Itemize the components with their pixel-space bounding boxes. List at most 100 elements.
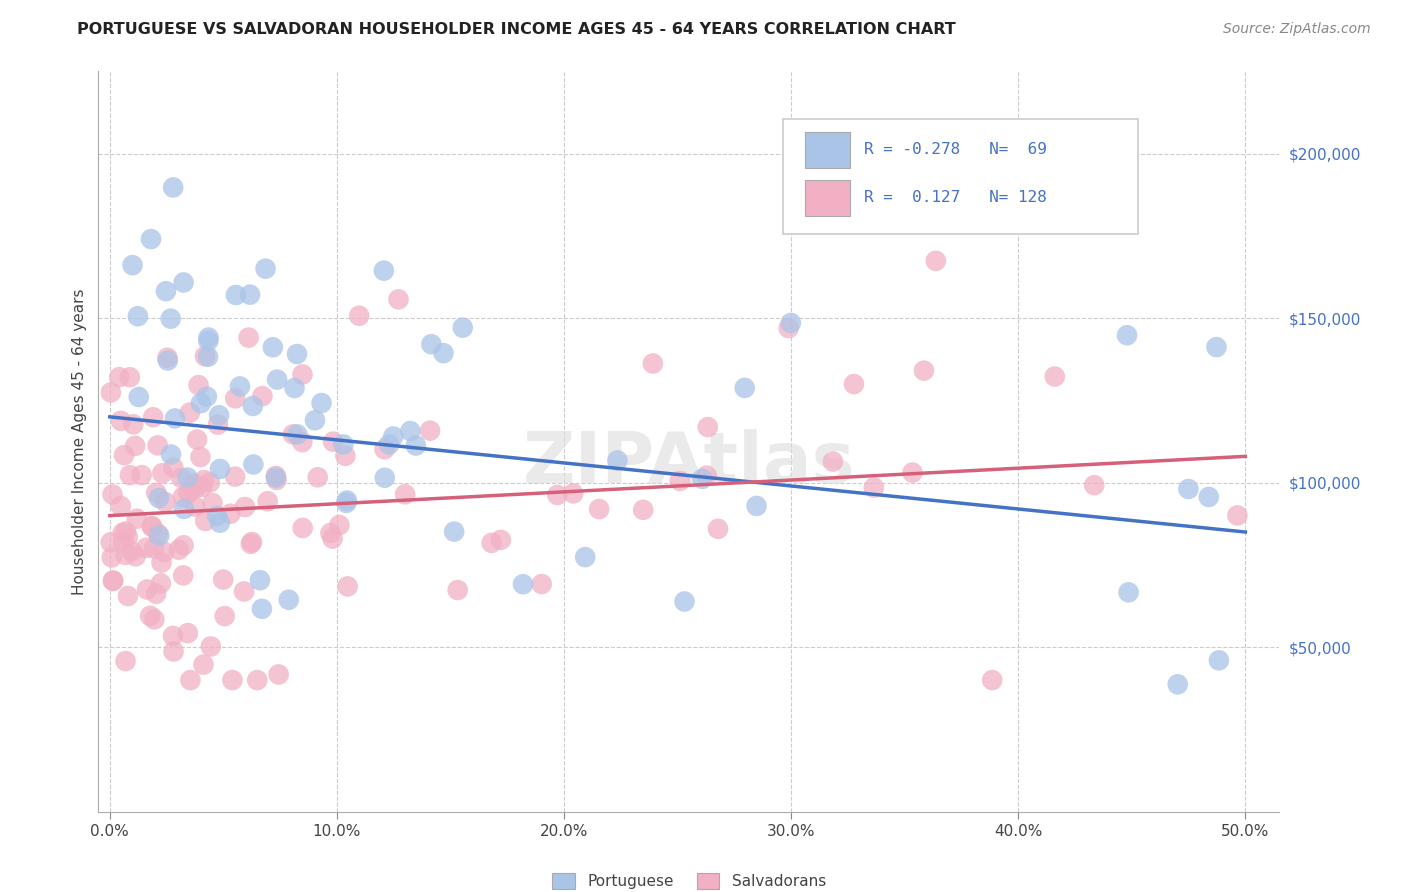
Point	[378, 437, 401, 451]
Point	[631, 503, 654, 517]
Point	[190, 396, 212, 410]
Point	[262, 340, 284, 354]
Point	[177, 485, 200, 500]
Point	[242, 458, 264, 472]
Point	[117, 530, 139, 544]
Point	[1167, 677, 1189, 691]
Point	[156, 351, 179, 365]
Point	[139, 232, 162, 246]
FancyBboxPatch shape	[783, 120, 1137, 235]
Point	[205, 508, 228, 523]
Point	[405, 438, 427, 452]
Point	[118, 468, 141, 483]
Point	[669, 474, 692, 488]
Point	[233, 500, 256, 514]
Point	[160, 447, 183, 461]
Point	[707, 522, 730, 536]
Point	[238, 330, 260, 344]
Point	[117, 589, 139, 603]
Point	[745, 499, 768, 513]
Point	[291, 368, 314, 382]
Point	[212, 573, 235, 587]
Point	[779, 316, 801, 330]
Point	[127, 310, 149, 324]
Point	[778, 321, 800, 335]
Point	[530, 577, 553, 591]
Point	[177, 486, 200, 500]
Point	[150, 556, 173, 570]
Point	[382, 429, 405, 443]
Point	[239, 537, 262, 551]
Point	[100, 535, 122, 549]
Point	[114, 654, 136, 668]
Point	[155, 495, 177, 509]
Text: PORTUGUESE VS SALVADORAN HOUSEHOLDER INCOME AGES 45 - 64 YEARS CORRELATION CHART: PORTUGUESE VS SALVADORAN HOUSEHOLDER INC…	[77, 22, 956, 37]
Point	[191, 480, 214, 494]
Point	[925, 253, 948, 268]
Point	[208, 409, 231, 423]
Point	[131, 468, 153, 483]
Point	[136, 582, 159, 597]
Point	[291, 521, 314, 535]
Point	[176, 470, 198, 484]
Point	[193, 473, 215, 487]
Point	[100, 550, 122, 565]
Point	[481, 536, 503, 550]
Point	[162, 644, 184, 658]
Point	[225, 288, 247, 302]
Point	[128, 390, 150, 404]
Point	[179, 406, 201, 420]
Point	[172, 568, 194, 582]
Text: R = -0.278   N=  69: R = -0.278 N= 69	[863, 143, 1046, 157]
Point	[335, 496, 357, 510]
Point	[336, 579, 359, 593]
Point	[155, 284, 177, 298]
Point	[1043, 369, 1066, 384]
Point	[842, 377, 865, 392]
Point	[266, 373, 288, 387]
Point	[233, 584, 256, 599]
Point	[863, 481, 886, 495]
Point	[256, 494, 278, 508]
Point	[373, 263, 395, 277]
Point	[173, 502, 195, 516]
Point	[120, 544, 142, 558]
Point	[246, 673, 269, 687]
FancyBboxPatch shape	[804, 180, 849, 216]
Point	[173, 538, 195, 552]
Point	[588, 502, 610, 516]
Point	[249, 573, 271, 587]
Point	[112, 535, 135, 549]
Point	[167, 542, 190, 557]
Point	[264, 470, 287, 484]
Point	[187, 378, 209, 392]
Point	[195, 390, 218, 404]
Point	[177, 626, 200, 640]
Point	[1198, 490, 1220, 504]
Point	[285, 347, 308, 361]
Point	[229, 379, 252, 393]
Point	[162, 629, 184, 643]
Point	[148, 491, 170, 505]
Point	[111, 525, 134, 540]
Point	[239, 287, 262, 301]
Point	[143, 541, 166, 556]
Point	[103, 574, 125, 588]
Point	[641, 357, 664, 371]
Point	[101, 574, 124, 588]
Point	[307, 470, 329, 484]
Point	[266, 473, 288, 487]
Point	[319, 526, 342, 541]
Point	[254, 261, 277, 276]
Point	[141, 519, 163, 533]
Point	[264, 468, 287, 483]
Point	[443, 524, 465, 539]
Point	[108, 370, 131, 384]
Point	[146, 526, 169, 541]
Point	[141, 519, 163, 533]
Point	[125, 512, 148, 526]
Point	[135, 541, 157, 555]
Point	[281, 427, 304, 442]
Y-axis label: Householder Income Ages 45 - 64 years: Householder Income Ages 45 - 64 years	[72, 288, 87, 595]
Point	[374, 471, 396, 485]
